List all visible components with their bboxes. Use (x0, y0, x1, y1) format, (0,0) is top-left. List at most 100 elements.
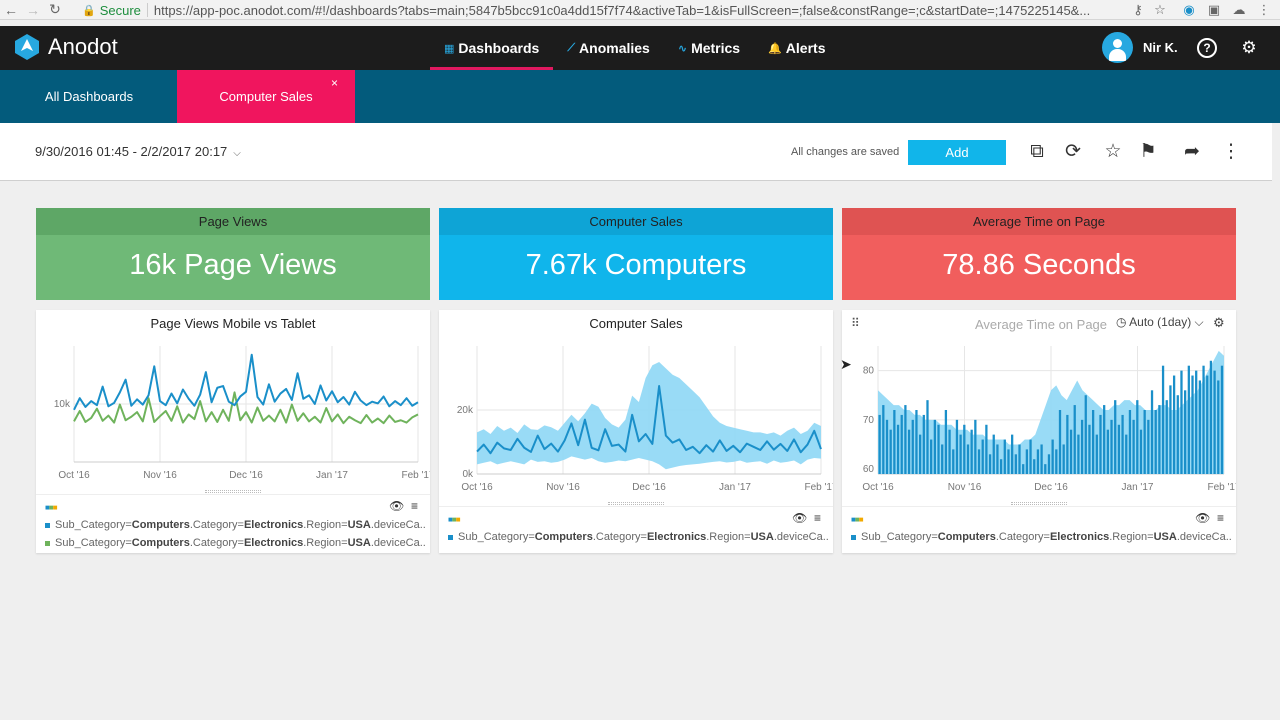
y-tick-label: 10k (54, 399, 71, 410)
extension-square-icon[interactable]: ▣ (1207, 2, 1221, 17)
url-text[interactable]: https://app-poc.anodot.com/#!/dashboards… (153, 2, 1091, 18)
kpi-computer-sales[interactable]: Computer Sales 7.67k Computers (439, 208, 833, 300)
forward-arrow-icon[interactable]: → (26, 1, 40, 18)
bar (937, 424, 940, 474)
key-icon[interactable]: ⚷ (1133, 2, 1143, 17)
bar (1172, 375, 1176, 474)
more-vertical-icon[interactable]: ⋮ (1221, 141, 1241, 162)
y-tick-label: 0k (462, 469, 474, 480)
date-range-value: 9/30/2016 01:45 - 2/2/2017 20:17 (35, 144, 228, 159)
kpi-average-time-on-page[interactable]: Average Time on Page 78.86 Seconds (842, 208, 1236, 300)
anodot-logo-icon (15, 34, 39, 60)
bar (996, 444, 999, 474)
resize-grip[interactable] (1011, 502, 1067, 505)
user-menu[interactable]: Nir K. (1102, 32, 1178, 63)
reload-icon[interactable]: ↻ (49, 1, 61, 17)
line-chart-page-views[interactable]: Oct '16 Nov '16 Dec '16 Jan '17 Feb '17 10k (36, 310, 430, 490)
bar (896, 424, 900, 474)
bar (955, 419, 959, 474)
bar (1103, 405, 1106, 474)
resolution-dropdown[interactable]: ◷ Auto (1day) ⌵ (1116, 315, 1204, 329)
bar (1187, 365, 1190, 474)
legend-item[interactable]: Sub_Category=Computers.Category=Electron… (851, 531, 1231, 543)
bar (930, 439, 933, 474)
legend-item[interactable]: Sub_Category=Computers.Category=Electron… (448, 531, 828, 543)
bar (1114, 400, 1117, 474)
bookmark-star-icon[interactable]: ☆ (1154, 2, 1166, 17)
drag-handle-icon[interactable]: ⠿ (851, 316, 860, 330)
bar-chart-average-time[interactable]: Oct '16 Nov '16 Dec '16 Jan '17 Feb '17 60 70 8… (842, 310, 1236, 502)
bar (1165, 400, 1168, 474)
bar (1220, 365, 1224, 474)
bar (1106, 429, 1109, 474)
chart-legend: ■■■ 👁 ≡ Sub_Category=Computers.Category=… (842, 506, 1236, 553)
x-tick-label: Nov '16 (143, 470, 177, 481)
bar (1147, 419, 1150, 474)
gear-icon[interactable]: ⚙ (1213, 315, 1225, 330)
nav-metrics[interactable]: ∿ Metrics (664, 26, 754, 70)
x-tick-label: Jan '17 (719, 482, 751, 493)
chart-card-average-time[interactable]: ⠿ Average Time on Page ◷ Auto (1day) ⌵ ⚙… (842, 310, 1236, 553)
kpi-value: 78.86 Seconds (942, 249, 1136, 281)
tab-computer-sales[interactable]: Computer Sales × (177, 70, 355, 123)
sort-lines-icon[interactable]: ≡ (1216, 511, 1224, 525)
series-line-computer-sales (476, 385, 822, 455)
bar (1213, 370, 1216, 474)
secure-label: Secure (99, 2, 141, 18)
nav-dashboards-label: Dashboards (458, 40, 540, 56)
chart-card-computer-sales[interactable]: Computer Sales Oct '16 Nov '16 Dec '16 Jan … (439, 310, 833, 553)
bar (1051, 439, 1054, 474)
legend-item[interactable]: Sub_Category=Computers.Category=Electron… (45, 519, 425, 531)
bar (1044, 464, 1047, 474)
bar (918, 434, 922, 474)
sort-lines-icon[interactable]: ≡ (813, 511, 821, 525)
nav-anomalies[interactable]: ⟋ Anomalies (553, 26, 664, 70)
brand-logo[interactable]: Anodot (14, 33, 118, 61)
bar (992, 434, 995, 474)
bar (1069, 429, 1073, 474)
bar (893, 410, 896, 474)
sort-lines-icon[interactable]: ≡ (410, 499, 418, 513)
area-chart-computer-sales[interactable]: Oct '16 Nov '16 Dec '16 Jan '17 Feb '17 0k 20k (439, 310, 833, 502)
series-line-tablet (73, 391, 419, 425)
resize-grip[interactable] (608, 502, 664, 505)
tab-all-dashboards[interactable]: All Dashboards (20, 70, 158, 123)
address-bar[interactable]: 🔒 Secure https://app-poc.anodot.com/#!/d… (82, 0, 1122, 20)
hide-eye-icon[interactable]: 👁 (389, 499, 405, 513)
nav-dashboards[interactable]: ▦ Dashboards (430, 26, 554, 70)
refresh-icon[interactable]: ⟳ (1065, 141, 1081, 162)
date-range-picker[interactable]: 9/30/2016 01:45 - 2/2/2017 20:17 ⌵ (35, 144, 241, 159)
extension-circle-icon[interactable]: ◉ (1183, 2, 1195, 17)
bar (1073, 405, 1076, 474)
kpi-page-views[interactable]: Page Views 16k Page Views (36, 208, 430, 300)
share-arrow-icon[interactable]: ➦ (1184, 141, 1200, 162)
help-icon[interactable]: ? (1197, 38, 1217, 58)
chart-card-page-views[interactable]: Page Views Mobile vs Tablet Oct '16 Nov '… (36, 310, 430, 553)
flag-icon[interactable]: ⚑ (1139, 141, 1157, 162)
close-icon[interactable]: × (330, 76, 338, 90)
nav-alerts[interactable]: 🔔 Alerts (754, 26, 839, 70)
back-arrow-icon[interactable]: ← (4, 1, 18, 18)
tab-computer-sales-label: Computer Sales (219, 89, 313, 104)
bar (944, 410, 948, 474)
bar (1014, 454, 1017, 474)
gear-icon[interactable]: ⚙ (1241, 38, 1257, 57)
bar (988, 454, 992, 474)
x-tick-label: Jan '17 (1122, 482, 1154, 493)
lock-icon: 🔒 (82, 4, 96, 17)
star-icon[interactable]: ☆ (1104, 141, 1122, 162)
y-tick-label: 20k (457, 405, 474, 416)
bar (1066, 414, 1069, 474)
browser-menu-icon[interactable]: ⋮ (1257, 2, 1271, 17)
hide-eye-icon[interactable]: 👁 (792, 511, 808, 525)
legend-item[interactable]: Sub_Category=Computers.Category=Electron… (45, 537, 425, 549)
extension-cloud-icon[interactable]: ☁ (1232, 2, 1246, 17)
add-button[interactable]: Add (908, 140, 1006, 165)
expand-view-icon[interactable]: ⧉ (1030, 141, 1044, 162)
bar (922, 414, 925, 474)
bar (1161, 365, 1165, 474)
resize-grip[interactable] (205, 490, 261, 493)
bar (1128, 410, 1132, 474)
bar (1058, 410, 1062, 474)
hide-eye-icon[interactable]: 👁 (1195, 511, 1211, 525)
